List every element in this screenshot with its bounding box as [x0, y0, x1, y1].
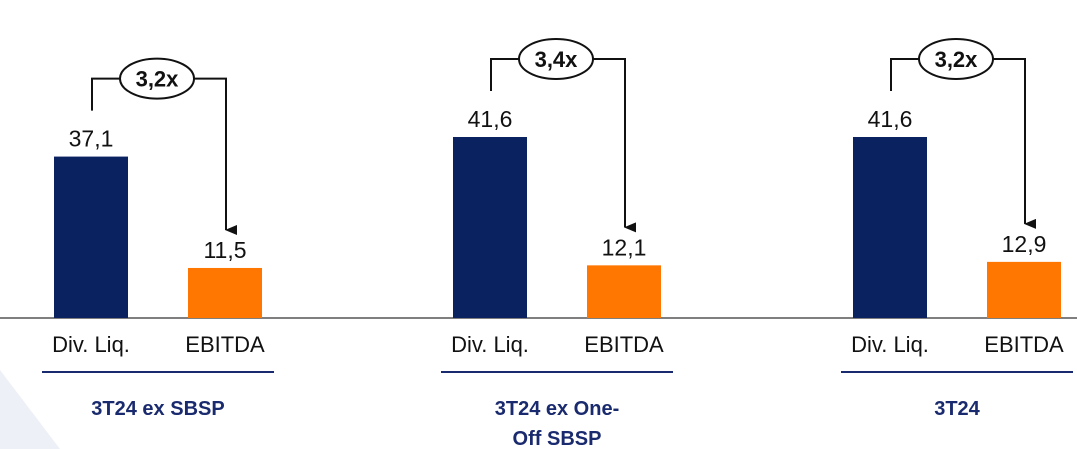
value-label-div-liq-1: 37,1: [69, 126, 114, 152]
group-title-1: 3T24 ex SBSP: [91, 398, 224, 420]
bracket-arrow-1: [194, 77, 237, 235]
bar-ebitda-2: [587, 265, 661, 318]
multiple-label-1: 3,2x: [136, 67, 180, 92]
bracket-left-3: [890, 58, 919, 91]
category-label-div-liq-1: Div. Liq.: [52, 332, 130, 357]
value-label-ebitda-2: 12,1: [602, 234, 647, 260]
value-label-div-liq-2: 41,6: [468, 106, 513, 132]
value-label-div-liq-3: 41,6: [868, 106, 913, 132]
category-label-div-liq-3: Div. Liq.: [851, 332, 929, 357]
value-label-ebitda-1: 11,5: [203, 237, 246, 263]
multiple-oval-2: [518, 38, 594, 80]
multiple-oval-1: [119, 57, 195, 100]
value-label-ebitda-3: 12,9: [1002, 231, 1047, 257]
category-label-div-liq-2: Div. Liq.: [451, 332, 529, 357]
bracket-left-2: [490, 58, 519, 91]
category-label-ebitda-1: EBITDA: [185, 332, 265, 357]
multiple-oval-3: [918, 38, 994, 80]
category-label-ebitda-3: EBITDA: [984, 332, 1064, 357]
group-title-2-line-1: 3T24 ex One-: [495, 398, 620, 420]
bracket-left-1: [91, 77, 120, 111]
group-title-2-line-2: Off SBSP: [513, 428, 602, 449]
bar-ebitda-1: [188, 267, 262, 318]
multiple-label-2: 3,4x: [535, 47, 579, 72]
bar-div-liq-2: [453, 137, 527, 318]
bar-ebitda-3: [987, 261, 1061, 318]
bar-div-liq-1: [54, 156, 128, 318]
multiple-label-3: 3,2x: [935, 47, 979, 72]
bracket-arrow-3: [993, 58, 1036, 229]
background-wedge: [0, 370, 60, 449]
bar-div-liq-3: [853, 137, 927, 318]
bracket-arrow-2: [593, 58, 636, 233]
group-title-3: 3T24: [934, 398, 980, 420]
category-label-ebitda-2: EBITDA: [584, 332, 664, 357]
